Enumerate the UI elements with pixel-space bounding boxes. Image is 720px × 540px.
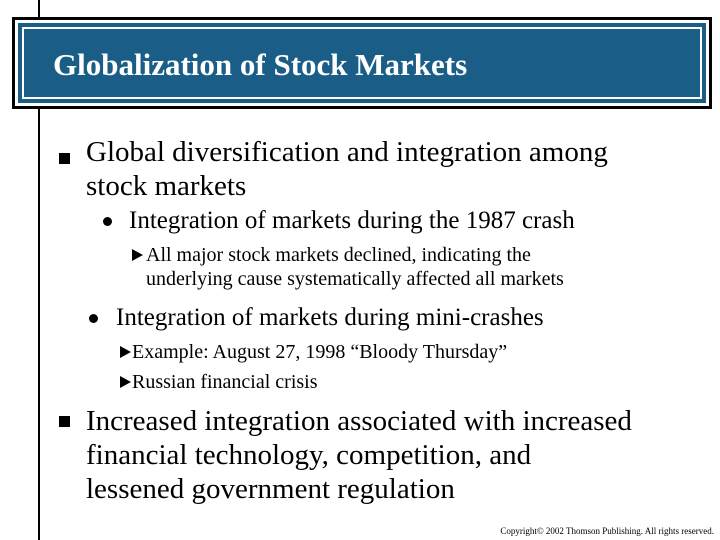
triangle-bullet-icon <box>120 376 131 388</box>
bullet-7-line-2: financial technology, competition, and <box>86 439 532 471</box>
bullet-2: Integration of markets during the 1987 c… <box>129 206 575 236</box>
triangle-bullet-icon <box>132 249 143 261</box>
bullet-6-line-1: Russian financial crisis <box>132 371 318 393</box>
bullet-1-line-2: stock markets <box>86 170 247 202</box>
left-rule-line <box>38 0 40 540</box>
bullet-2-line-1: Integration of markets during the 1987 c… <box>129 207 575 234</box>
round-bullet-icon <box>103 217 112 226</box>
bullet-4-line-1: Integration of markets during mini-crash… <box>116 304 544 331</box>
bullet-1-line-1: Global diversification and integration a… <box>86 136 608 168</box>
square-bullet-icon <box>59 416 70 427</box>
round-bullet-icon <box>89 314 98 323</box>
bullet-4: Integration of markets during mini-crash… <box>116 303 544 333</box>
title-band <box>18 23 706 103</box>
square-bullet-icon <box>59 153 70 164</box>
bullet-3-line-2: underlying cause systematically affected… <box>146 268 564 290</box>
bullet-7-line-3: lessened government regulation <box>86 473 455 505</box>
copyright-notice: Copyright© 2002 Thomson Publishing. All … <box>500 526 714 536</box>
bullet-5-line-1: Example: August 27, 1998 “Bloody Thursda… <box>132 341 508 363</box>
slide-title: Globalization of Stock Markets <box>53 47 468 82</box>
bullet-7: Increased integration associated with in… <box>86 404 632 506</box>
title-banner: Globalization of Stock Markets <box>12 17 712 109</box>
bullet-7-line-1: Increased integration associated with in… <box>86 405 632 437</box>
bullet-3-line-1: All major stock markets declined, indica… <box>146 244 531 266</box>
bullet-3: All major stock markets declined, indica… <box>146 243 564 291</box>
bullet-1: Global diversification and integration a… <box>86 135 608 203</box>
bullet-5: Example: August 27, 1998 “Bloody Thursda… <box>132 340 507 364</box>
bullet-6: Russian financial crisis <box>132 370 318 394</box>
triangle-bullet-icon <box>120 346 131 358</box>
